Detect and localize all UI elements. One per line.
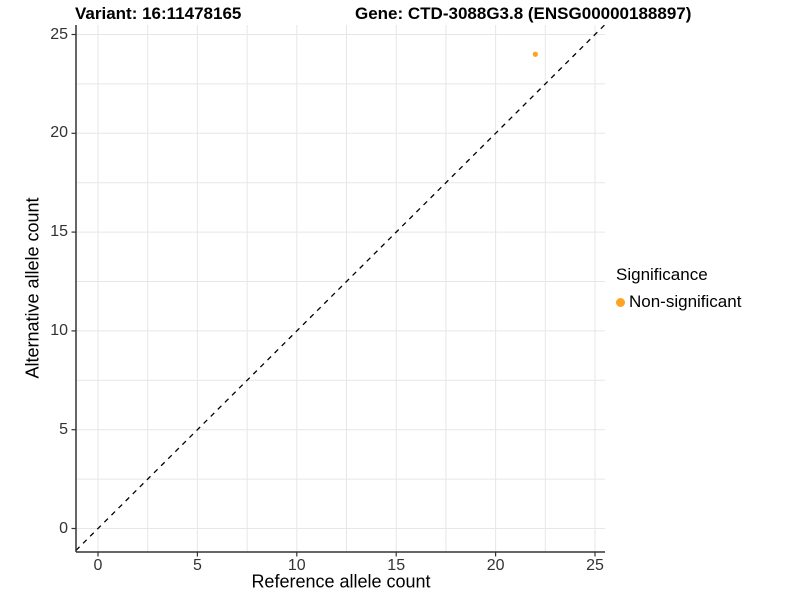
legend: Significance Non-significant [616, 265, 741, 312]
y-axis-title: Alternative allele count [22, 197, 43, 379]
x-tick-label: 0 [93, 557, 103, 574]
variant-title: Variant: 16:11478165 [75, 4, 242, 23]
legend-items: Non-significant [616, 292, 741, 312]
x-tick-label: 5 [192, 557, 202, 574]
x-tick-label: 10 [287, 557, 306, 574]
y-tick-label: 20 [50, 124, 68, 142]
y-tick-label: 25 [50, 25, 68, 43]
x-tick-label: 15 [387, 557, 406, 574]
gene-title: Gene: CTD-3088G3.8 (ENSG00000188897) [355, 4, 692, 23]
identity-reference-line [75, 24, 606, 551]
legend-item-label: Non-significant [629, 292, 742, 311]
x-axis-title: Reference allele count [251, 571, 431, 592]
y-tick-label: 10 [50, 321, 68, 339]
y-tick-label: 15 [50, 223, 68, 241]
x-tick-label: 20 [486, 557, 505, 574]
legend-title: Significance [616, 265, 708, 284]
y-tick-label: 0 [59, 519, 68, 537]
legend-marker-icon [616, 297, 625, 307]
y-tick-label: 5 [59, 420, 68, 438]
legend-item: Non-significant [616, 292, 741, 312]
data-point [532, 51, 538, 57]
x-tick-label: 25 [586, 557, 604, 574]
